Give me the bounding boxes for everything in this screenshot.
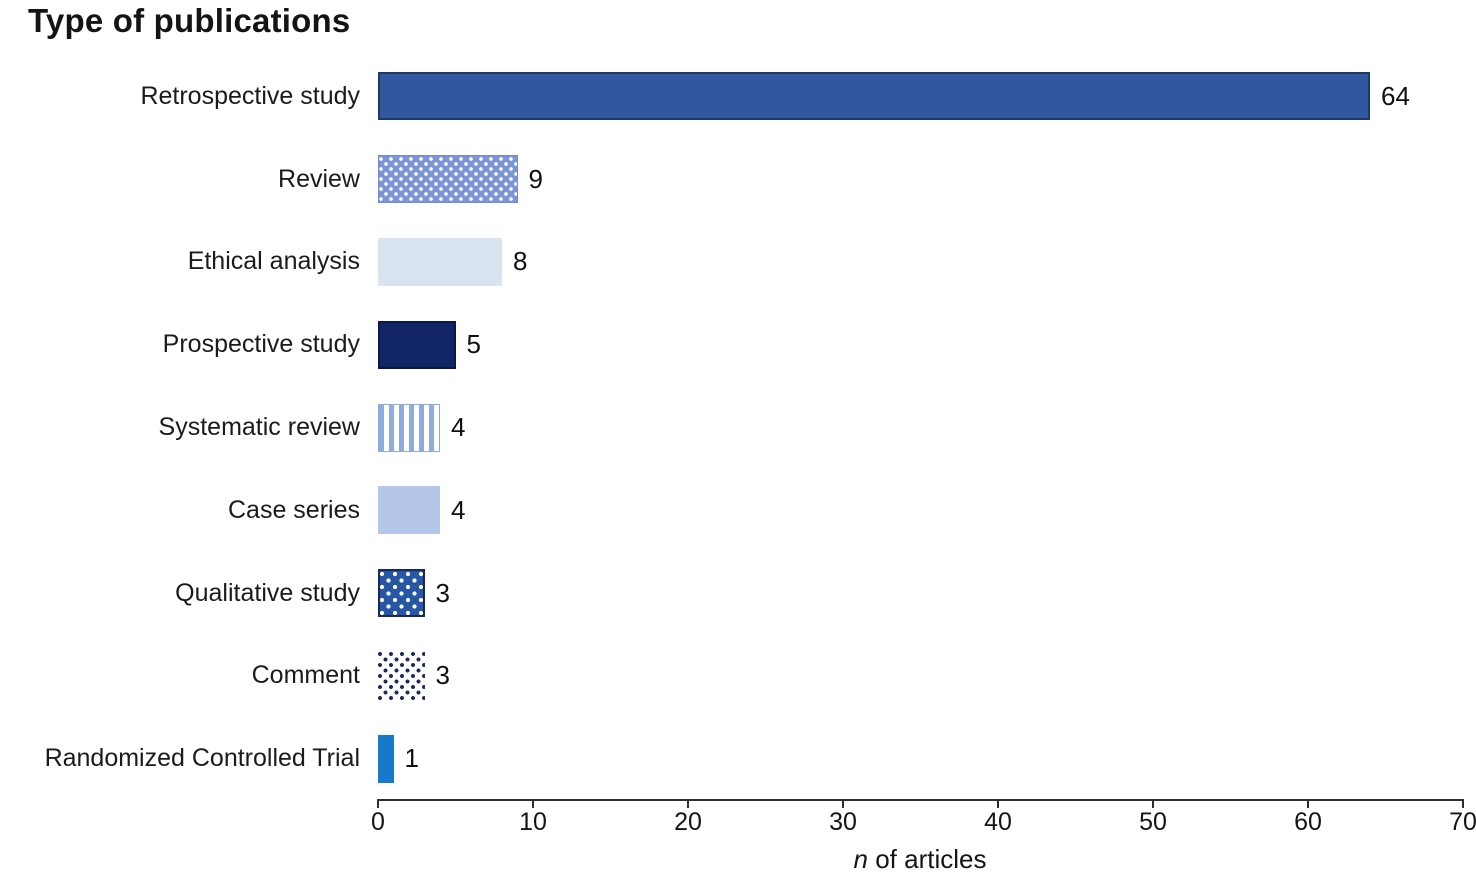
bar-row-ethical-analysis: Ethical analysis 8 [0, 221, 1476, 304]
category-label-retrospective-study: Retrospective study [140, 81, 360, 110]
x-tick-mark-40 [997, 800, 999, 808]
value-label-case-series: 4 [451, 494, 466, 525]
x-tick-mark-0 [377, 800, 379, 808]
x-tick-mark-50 [1152, 800, 1154, 808]
x-axis-label-italic-n: n [853, 844, 868, 874]
x-tick-mark-10 [532, 800, 534, 808]
bar-row-retrospective-study: Retrospective study 64 [0, 55, 1476, 138]
bar-zone-review: 9 [378, 154, 1476, 204]
category-label-qualitative-study: Qualitative study [175, 578, 360, 607]
value-label-retrospective-study: 64 [1381, 80, 1410, 111]
value-label-review: 9 [528, 163, 543, 194]
bar-zone-randomized-controlled-trial: 1 [378, 734, 1476, 784]
x-tick-label-30: 30 [829, 808, 857, 836]
value-label-comment: 3 [435, 660, 450, 691]
x-tick-label-10: 10 [519, 808, 547, 836]
bar-zone-systematic-review: 4 [378, 403, 1476, 453]
category-label-review: Review [278, 164, 360, 193]
bar-zone-comment: 3 [378, 651, 1476, 701]
bar-row-randomized-controlled-trial: Randomized Controlled Trial 1 [0, 717, 1476, 800]
category-label-systematic-review: Systematic review [158, 413, 360, 442]
bar-prospective-study [378, 320, 456, 369]
bar-row-systematic-review: Systematic review 4 [0, 386, 1476, 469]
bar-zone-qualitative-study: 3 [378, 568, 1476, 618]
x-tick-label-70: 70 [1449, 808, 1476, 836]
category-label-ethical-analysis: Ethical analysis [187, 247, 360, 276]
value-label-qualitative-study: 3 [435, 577, 450, 608]
category-label-case-series: Case series [228, 495, 360, 524]
category-label-randomized-controlled-trial: Randomized Controlled Trial [44, 744, 360, 773]
x-axis-label-rest: of articles [867, 844, 987, 874]
x-tick-label-60: 60 [1294, 808, 1322, 836]
x-axis-line [377, 799, 1464, 801]
x-tick-label-40: 40 [984, 808, 1012, 836]
x-tick-mark-60 [1307, 800, 1309, 808]
x-tick-mark-20 [687, 800, 689, 808]
bar-row-review: Review 9 [0, 138, 1476, 221]
bar-systematic-review [378, 403, 440, 452]
value-label-ethical-analysis: 8 [513, 246, 528, 277]
value-label-prospective-study: 5 [466, 329, 481, 360]
category-label-prospective-study: Prospective study [162, 330, 360, 359]
bar-zone-case-series: 4 [378, 485, 1476, 535]
bar-row-prospective-study: Prospective study 5 [0, 303, 1476, 386]
bar-comment [378, 651, 425, 700]
bar-row-qualitative-study: Qualitative study 3 [0, 552, 1476, 635]
x-tick-mark-30 [842, 800, 844, 808]
value-label-randomized-controlled-trial: 1 [404, 743, 419, 774]
bar-rows: Retrospective study 64 Review 9 Ethical anal… [0, 55, 1476, 800]
bar-row-case-series: Case series 4 [0, 469, 1476, 552]
bar-ethical-analysis [378, 237, 502, 286]
bar-review [378, 155, 518, 204]
x-tick-label-50: 50 [1139, 808, 1167, 836]
category-label-comment: Comment [251, 661, 360, 690]
bar-zone-retrospective-study: 64 [378, 71, 1476, 121]
bar-case-series [378, 486, 440, 535]
bar-zone-prospective-study: 5 [378, 320, 1476, 370]
bar-randomized-controlled-trial [378, 734, 394, 783]
bar-qualitative-study [378, 569, 425, 618]
x-tick-label-20: 20 [674, 808, 702, 836]
bar-row-comment: Comment 3 [0, 635, 1476, 718]
x-axis-label: n of articles [854, 844, 987, 875]
value-label-systematic-review: 4 [451, 412, 466, 443]
bar-retrospective-study [378, 72, 1370, 121]
x-tick-label-0: 0 [371, 808, 385, 836]
x-tick-mark-70 [1462, 800, 1464, 808]
bar-zone-ethical-analysis: 8 [378, 237, 1476, 287]
chart-title: Type of publications [28, 2, 351, 39]
